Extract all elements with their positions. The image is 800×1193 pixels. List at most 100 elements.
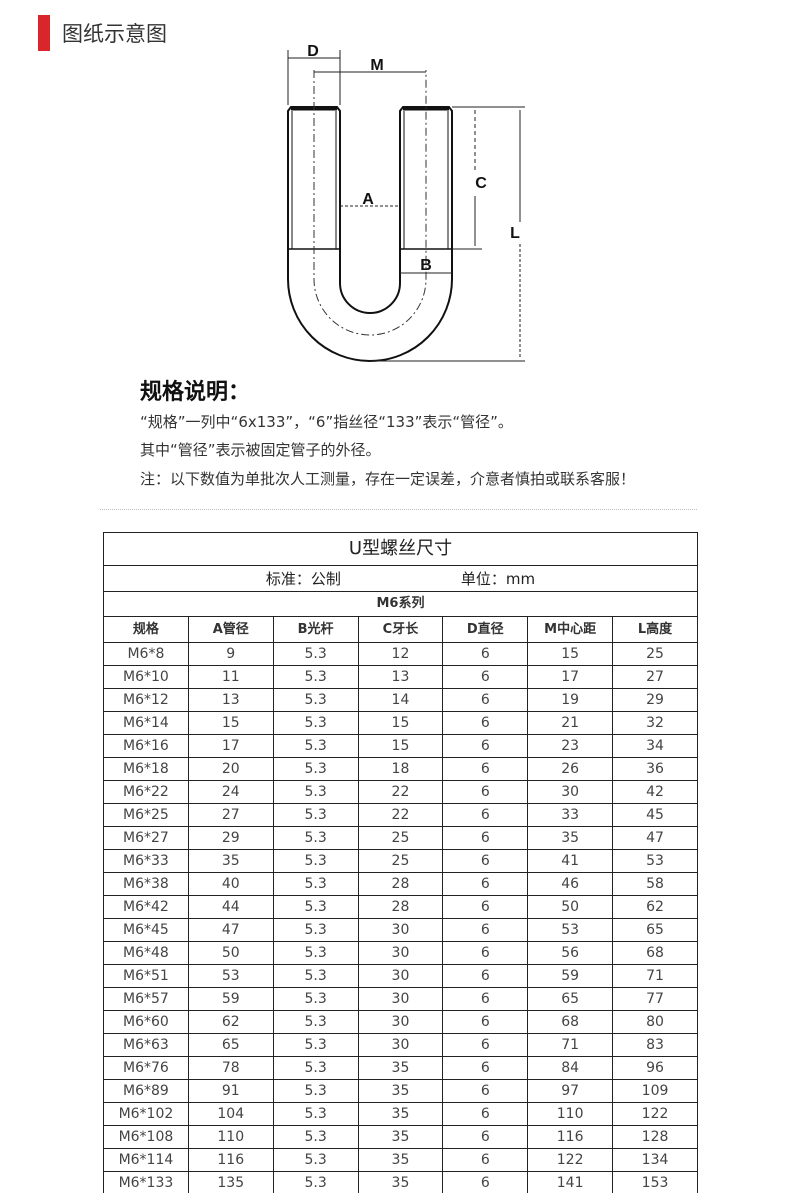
table-cell: 5.3 [272,1056,359,1080]
table-cell: 35 [187,849,274,873]
table-row: M6*14 15 5.3 15 6 21 32 [103,711,698,735]
table-cell: 29 [187,826,274,850]
table-cell: 19 [527,688,614,712]
table-cell: 6 [442,1102,529,1126]
table-cell: 13 [187,688,274,712]
table-cell: 5.3 [272,941,359,965]
table-cell: 5.3 [272,1171,359,1193]
spec-line: 其中“管径”表示被固定管子的外径。 [140,441,381,459]
table-cell: 128 [612,1125,698,1149]
table-row: M6*63 65 5.3 30 6 71 83 [103,1033,698,1057]
table-title: U型螺丝尺寸 [103,532,698,566]
table-cell: M6*38 [103,872,189,896]
table-cell: 6 [442,688,529,712]
table-cell: 45 [612,803,698,827]
u-bolt-diagram: D M A B C L [287,43,525,362]
table-row: M6*22 24 5.3 22 6 30 42 [103,780,698,804]
table-cell: 5.3 [272,872,359,896]
table-cell: M6*102 [103,1102,189,1126]
table-cell: 29 [612,688,698,712]
table-cell: 53 [527,918,614,942]
table-row: M6*51 53 5.3 30 6 59 71 [103,964,698,988]
table-cell: 97 [527,1079,614,1103]
table-cell: 26 [527,757,614,781]
table-cell: 6 [442,711,529,735]
table-cell: 50 [527,895,614,919]
table-cell: 5.3 [272,1079,359,1103]
table-cell: 5.3 [272,734,359,758]
table-cell: M6*22 [103,780,189,804]
table-row: M6*10 11 5.3 13 6 17 27 [103,665,698,689]
label-m: M [370,57,383,74]
table-cell: 35 [357,1171,444,1193]
table-cell: M6*114 [103,1148,189,1172]
table-cell: 6 [442,1010,529,1034]
table-row: M6*8 9 5.3 12 6 15 25 [103,642,698,666]
table-cell: 46 [527,872,614,896]
table-cell: 50 [187,941,274,965]
table-cell: M6*25 [103,803,189,827]
table-cell: 20 [187,757,274,781]
table-row: M6*38 40 5.3 28 6 46 58 [103,872,698,896]
table-cell: 135 [187,1171,274,1193]
table-cell: 30 [357,1033,444,1057]
table-cell: 5.3 [272,642,359,666]
table-cell: M6*45 [103,918,189,942]
table-cell: 68 [527,1010,614,1034]
table-row: M6*42 44 5.3 28 6 50 62 [103,895,698,919]
table-row: M6*102 104 5.3 35 6 110 122 [103,1102,698,1126]
table-cell: 53 [187,964,274,988]
table-cell: 5.3 [272,826,359,850]
label-a: A [362,191,374,208]
table-row: M6*89 91 5.3 35 6 97 109 [103,1079,698,1103]
table-row: M6*60 62 5.3 30 6 68 80 [103,1010,698,1034]
table-cell: 35 [357,1102,444,1126]
table-cell: 6 [442,1148,529,1172]
table-cell: M6*12 [103,688,189,712]
table-cell: 53 [612,849,698,873]
table-cell: 6 [442,780,529,804]
table-cell: 14 [357,688,444,712]
table-cell: 71 [527,1033,614,1057]
table-cell: 5.3 [272,895,359,919]
table-cell: M6*57 [103,987,189,1011]
table-cell: 134 [612,1148,698,1172]
column-header: C牙长 [357,616,444,643]
standard-label: 标准：公制 [265,569,341,588]
table-header-row: 规格 A管径 B光杆 C牙长 D直径 M中心距 L高度 [103,616,698,643]
table-cell: 6 [442,918,529,942]
table-cell: 6 [442,826,529,850]
table-cell: 5.3 [272,688,359,712]
table-cell: M6*8 [103,642,189,666]
table-cell: M6*14 [103,711,189,735]
column-header: L高度 [612,616,698,643]
u-bolt-outline [287,106,453,362]
table-row: M6*45 47 5.3 30 6 53 65 [103,918,698,942]
table-cell: 15 [357,711,444,735]
table-row: M6*108 110 5.3 35 6 116 128 [103,1125,698,1149]
table-cell: 6 [442,987,529,1011]
table-row: M6*114 116 5.3 35 6 122 134 [103,1148,698,1172]
table-cell: 116 [187,1148,274,1172]
table-cell: 6 [442,642,529,666]
series-label: M6系列 [103,591,698,617]
table-cell: 6 [442,872,529,896]
table-row: M6*133 135 5.3 35 6 141 153 [103,1171,698,1193]
table-cell: 5.3 [272,1148,359,1172]
spec-line: “规格”一列中“6x133”，“6”指丝径“133”表示“管径”。 [140,413,513,431]
table-cell: 5.3 [272,1125,359,1149]
table-cell: 27 [187,803,274,827]
table-cell: M6*48 [103,941,189,965]
table-cell: 12 [357,642,444,666]
table-cell: 35 [357,1125,444,1149]
table-cell: 6 [442,1056,529,1080]
table-cell: 24 [187,780,274,804]
table-cell: 110 [527,1102,614,1126]
table-cell: 6 [442,1125,529,1149]
table-subtitle: 标准：公制 单位：mm [103,565,698,592]
table-cell: 47 [187,918,274,942]
table-cell: 6 [442,1033,529,1057]
table-cell: 5.3 [272,1102,359,1126]
table-cell: 15 [357,734,444,758]
